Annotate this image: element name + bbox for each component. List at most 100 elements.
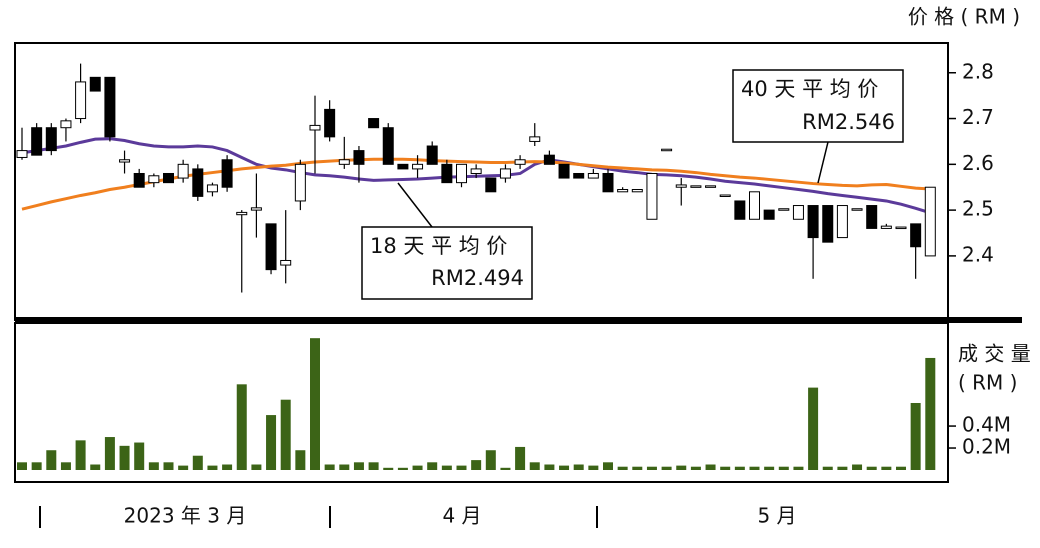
annotation-box [732, 69, 904, 143]
candle-body [587, 172, 599, 179]
candle-body [16, 150, 28, 158]
volume-bar [324, 464, 335, 470]
volume-bar [793, 466, 804, 470]
y-tick-label: 0.2M [962, 435, 1011, 459]
volume-bar [529, 462, 540, 470]
volume-bar [17, 462, 27, 470]
x-axis: 2023 年 3 月 4 月 5 月 [39, 504, 797, 528]
volume-bar [705, 464, 716, 470]
candle-body [485, 177, 497, 193]
candle-body [368, 118, 380, 129]
month-label: 2023 年 3 月 [124, 504, 247, 528]
month-label: 4 月 [442, 504, 481, 528]
volume-bar [837, 466, 848, 470]
candle-body [646, 172, 658, 220]
volume-bar [148, 462, 159, 470]
candle-body [880, 225, 892, 229]
volume-bar [603, 462, 613, 470]
annotation-value: RM2.494 [431, 266, 524, 290]
candle-body [45, 127, 57, 152]
volume-bar [222, 464, 233, 470]
y-tick-label: 0.4M [962, 413, 1011, 437]
candle-body [675, 184, 687, 188]
volume-bar [808, 387, 819, 470]
volume-bar [778, 466, 789, 470]
candle-body [177, 163, 189, 179]
candle-body [426, 145, 438, 165]
volume-bar [734, 466, 745, 470]
volume-bar [485, 450, 496, 470]
y-tick-label: 2.7 [962, 105, 994, 129]
volume-bar [280, 399, 291, 470]
volume-bar [881, 466, 892, 470]
volume-bar [236, 384, 247, 470]
annotation-title: 18 天 平 均 价 [370, 234, 507, 258]
y-tick-label: 2.4 [962, 242, 994, 266]
candle-body [250, 207, 262, 211]
candle-body [895, 226, 907, 230]
candle-body [822, 205, 834, 243]
candle-body [104, 76, 116, 138]
candle-body [133, 172, 145, 188]
y-tick-label: 2.5 [962, 197, 994, 221]
volume-bar [266, 415, 277, 470]
candle-body [705, 185, 717, 188]
candle-body [441, 163, 453, 184]
candle-body [382, 127, 394, 165]
volume-bar [383, 467, 394, 470]
candle-body [324, 108, 336, 138]
volume-bar [822, 466, 833, 470]
candle-body [529, 136, 541, 142]
candle-body [836, 205, 848, 239]
volume-bar [251, 464, 262, 470]
annotation-40: 40 天 平 均 价 RM2.546 [732, 69, 904, 184]
volume-bar [75, 440, 86, 470]
price-axis-label: 价 格 ( RM ) [908, 5, 1020, 29]
volume-bar [515, 446, 526, 470]
candle-body [470, 168, 482, 174]
volume-axis-label: 成 交 量 [958, 342, 1031, 366]
candle-body [749, 191, 760, 220]
volume-bar [90, 464, 101, 470]
candle-body [221, 159, 233, 188]
volume-bar [544, 464, 555, 470]
candle-body [792, 205, 804, 220]
candle-body [543, 154, 555, 165]
volume-bar [104, 437, 115, 470]
volume-bar [310, 338, 320, 470]
volume-bar [866, 466, 877, 470]
candle-body [412, 163, 424, 170]
volume-bar [573, 464, 584, 470]
volume-bar [925, 357, 936, 470]
volume-bar [192, 455, 203, 470]
volume-bar [207, 465, 218, 470]
candle-body [690, 185, 702, 188]
volume-bar [661, 466, 672, 470]
volume-axis-unit: ( RM ) [958, 371, 1017, 395]
volume-bar [749, 466, 760, 470]
volume-bar [676, 465, 687, 470]
volume-bar [397, 467, 408, 470]
volume-bar [134, 442, 145, 470]
annotation-pointer [397, 182, 433, 228]
annotation-pointer [817, 141, 829, 184]
volume-bar [617, 466, 628, 470]
candle-body [236, 211, 248, 216]
annotation-title: 40 天 平 均 价 [741, 77, 878, 101]
candle-body [719, 194, 731, 198]
annotation-value: RM2.546 [802, 110, 895, 134]
volume-bar [456, 465, 467, 470]
candle-body [573, 172, 585, 179]
candle-body [499, 168, 511, 179]
candle-body [631, 189, 643, 193]
volume-bar [119, 445, 130, 470]
candle-body [866, 205, 878, 229]
volume-bar [646, 466, 657, 470]
candle-body [734, 200, 746, 220]
candle-body [309, 124, 321, 131]
volume-bar [852, 464, 863, 470]
candle-body [778, 208, 790, 211]
candle-body [119, 159, 131, 163]
volume-bar [339, 464, 350, 470]
